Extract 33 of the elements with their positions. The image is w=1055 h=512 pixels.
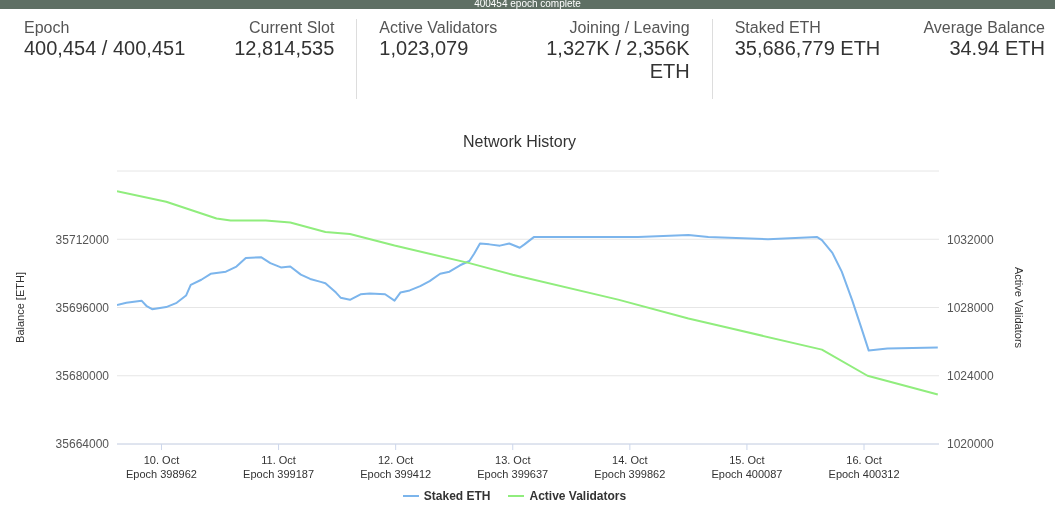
y2-axis-title: Active Validators xyxy=(1013,266,1026,349)
text: 400454 epoch complete xyxy=(0,0,1055,9)
text: Joining / Leaving xyxy=(568,19,690,37)
y2-tick-label: 1020000 xyxy=(947,437,995,452)
text: 1,327K / 2,356K ETH xyxy=(545,37,690,83)
y2-tick-label: 1028000 xyxy=(947,300,995,315)
x-tick-label: 12. Oct Epoch 399412 xyxy=(360,454,432,480)
y-tick-label: 35680000 xyxy=(55,369,110,384)
chart-title: Network History xyxy=(462,133,577,152)
y2-tick-label: 1024000 xyxy=(947,369,995,384)
y2-tick-label: 1032000 xyxy=(947,232,995,247)
y-axis-title: Balance [ETH] xyxy=(13,272,26,343)
x-tick-label: 15. Oct Epoch 400087 xyxy=(711,454,783,480)
text: Staked ETH xyxy=(734,19,822,37)
text: 35,686,779 ETH xyxy=(734,37,881,60)
y-tick-label: 35712000 xyxy=(55,232,110,247)
y-tick-label: 35664000 xyxy=(55,437,110,452)
text: Epoch xyxy=(24,19,71,37)
legend-label: Active Validators xyxy=(528,489,627,503)
text: 34.94 ETH xyxy=(948,37,1045,60)
text: 400,454 / 400,451 xyxy=(24,37,186,60)
y-tick-label: 35696000 xyxy=(55,300,110,315)
text: 12,814,535 xyxy=(234,37,335,60)
x-tick-label: 13. Oct Epoch 399637 xyxy=(477,454,549,480)
text: Average Balance xyxy=(923,19,1045,37)
text: 1,023,079 xyxy=(379,37,470,60)
x-tick-label: 14. Oct Epoch 399862 xyxy=(594,454,666,480)
x-tick-label: 16. Oct Epoch 400312 xyxy=(828,454,900,480)
legend-label: Staked ETH xyxy=(422,489,491,503)
x-tick-label: 11. Oct Epoch 399187 xyxy=(243,454,315,480)
text: Active Validators xyxy=(379,19,498,37)
text: Current Slot xyxy=(247,19,335,37)
x-tick-label: 10. Oct Epoch 398962 xyxy=(126,454,197,480)
